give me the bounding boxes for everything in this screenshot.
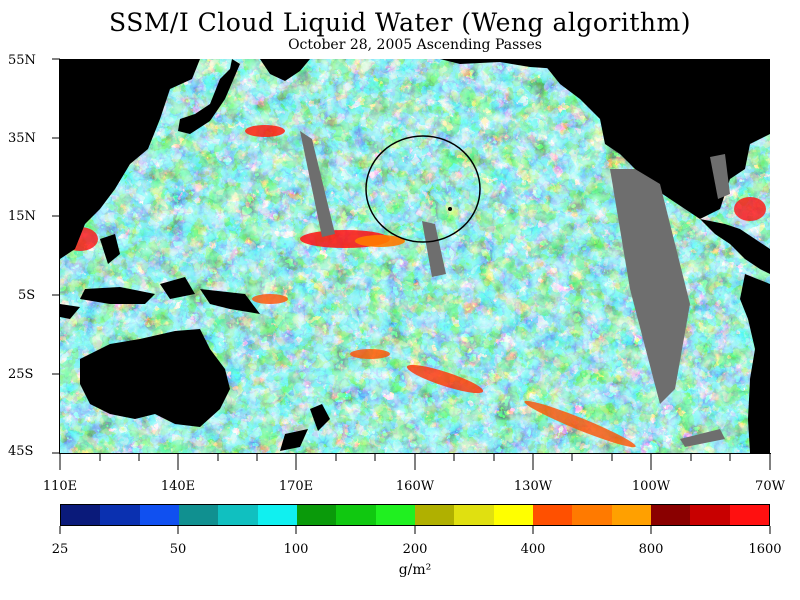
- colorbar-swatch: [454, 505, 494, 525]
- lat-label: 35N: [8, 131, 36, 146]
- map-subtitle: October 28, 2005 Ascending Passes: [288, 37, 542, 53]
- lon-label: 100W: [631, 479, 671, 494]
- map-title: SSM/I Cloud Liquid Water (Weng algorithm…: [109, 8, 691, 37]
- land-masses: [60, 59, 770, 453]
- colorbar-swatch: [690, 505, 730, 525]
- map-svg: [60, 59, 770, 453]
- lon-label: 160W: [395, 479, 435, 494]
- lon-label: 130W: [513, 479, 553, 494]
- colorbar-swatch: [257, 505, 297, 525]
- colorbar-label: 25: [51, 542, 69, 557]
- colorbar-label: 400: [520, 542, 546, 557]
- colorbar-units: g/m²: [398, 562, 432, 578]
- colorbar-swatch: [178, 505, 219, 525]
- colorbar-swatch: [493, 505, 533, 525]
- lon-label: 140E: [160, 479, 196, 494]
- colorbar-swatch: [611, 505, 651, 525]
- lat-label: 45S: [8, 444, 34, 459]
- colorbar-swatch: [532, 505, 573, 525]
- colorbar-swatch: [296, 505, 337, 525]
- colorbar-swatch: [61, 505, 101, 525]
- lat-label: 15N: [8, 209, 36, 224]
- colorbar-swatch: [139, 505, 179, 525]
- colorbar-swatch: [218, 505, 258, 525]
- colorbar-label: 200: [402, 542, 428, 557]
- colorbar-swatch: [650, 505, 691, 525]
- colorbar-swatch: [729, 505, 769, 525]
- colorbar-swatch: [336, 505, 376, 525]
- lat-label: 5S: [18, 288, 36, 303]
- color-bar: [60, 504, 770, 526]
- lon-label: 110E: [42, 479, 78, 494]
- colorbar-swatch: [414, 505, 455, 525]
- colorbar-label: 800: [638, 542, 664, 557]
- colorbar-label: 1600: [748, 542, 782, 557]
- lat-label: 25S: [8, 367, 34, 382]
- colorbar-label: 100: [283, 542, 309, 557]
- no-data-swaths: [300, 131, 730, 447]
- map-panel: [60, 59, 770, 453]
- colorbar-label: 50: [169, 542, 187, 557]
- lon-label: 170E: [278, 479, 314, 494]
- colorbar-swatch: [100, 505, 140, 525]
- lat-label: 55N: [8, 53, 36, 68]
- storm-circle-marker: [365, 135, 481, 243]
- lon-label: 70W: [755, 479, 785, 494]
- colorbar-swatch: [572, 505, 612, 525]
- colorbar-swatch: [375, 505, 415, 525]
- left-axis-line: [59, 59, 60, 454]
